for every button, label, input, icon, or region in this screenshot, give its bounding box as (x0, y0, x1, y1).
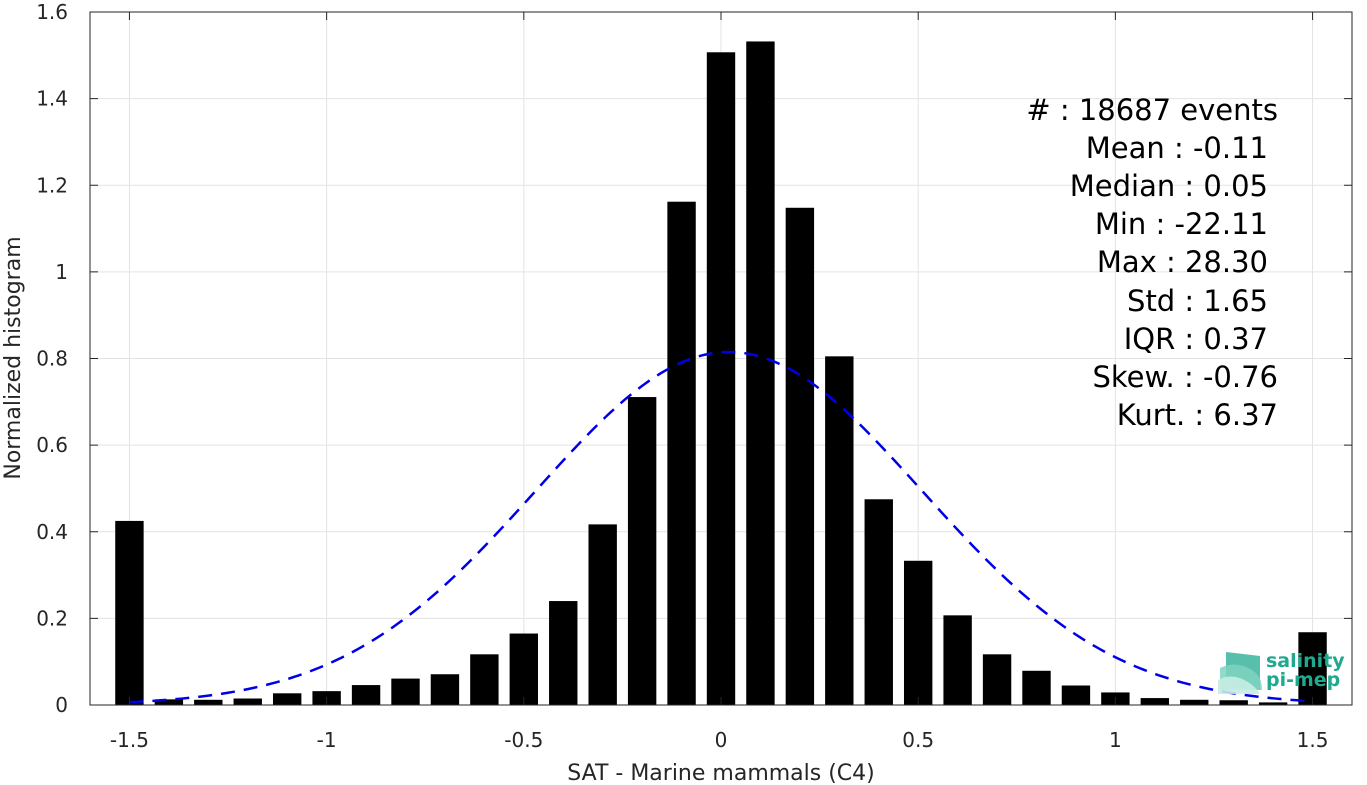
histogram-bar (864, 499, 893, 705)
x-axis-label: SAT - Marine mammals (C4) (567, 761, 875, 785)
x-tick-label: 0 (715, 728, 728, 752)
stat-iqr: IQR : 0.37 (1124, 322, 1268, 356)
stat-skew: Skew. : -0.76 (1092, 360, 1278, 394)
x-tick-label: 1.5 (1297, 728, 1329, 752)
y-tick-label: 1 (55, 260, 68, 284)
histogram-bar (1219, 700, 1248, 705)
y-tick-label: 1.6 (36, 0, 68, 24)
stat-median: Median : 0.05 (1070, 169, 1268, 203)
histogram-bar (272, 693, 302, 705)
histogram-bar (903, 560, 933, 705)
histogram-bar (509, 633, 539, 705)
logo-text-pimep: pi-mep (1266, 669, 1340, 691)
wave-logo-icon (1218, 652, 1262, 694)
histogram-bar (785, 207, 815, 705)
y-tick-labels: 0 0.2 0.4 0.6 0.8 1 1.2 1.4 1.6 (36, 0, 68, 717)
histogram-bar (943, 615, 972, 705)
stat-std: Std : 1.65 (1127, 284, 1268, 318)
logo-text-salinity: salinity (1266, 650, 1345, 672)
histogram-bar (667, 201, 696, 706)
histogram-bar (746, 41, 775, 705)
x-tick-label: -1 (317, 728, 337, 752)
histogram-bar (470, 654, 499, 705)
histogram-bar (1180, 699, 1209, 705)
y-tick-label: 0.2 (36, 606, 68, 630)
y-tick-label: 0.6 (36, 433, 68, 457)
normal-fit-curve (129, 350, 1313, 704)
stat-events: # : 18687 events (1026, 93, 1278, 127)
stats-box: # : 18687 events Mean : -0.11 Median : 0… (1026, 93, 1278, 432)
histogram-bar (430, 674, 460, 705)
histogram-bar (1022, 670, 1051, 705)
histogram-bar (154, 699, 184, 705)
x-tick-labels: -1.5 -1 -0.5 0 0.5 1 1.5 (110, 728, 1329, 752)
x-tick-label: -1.5 (110, 728, 149, 752)
histogram-bar (627, 397, 657, 705)
stat-kurt: Kurt. : 6.37 (1117, 398, 1278, 432)
salinity-pimep-logo: salinity pi-mep (1218, 650, 1345, 694)
bars (115, 41, 1327, 706)
y-tick-label: 0.8 (36, 347, 68, 371)
histogram-bar (1140, 698, 1170, 705)
histogram-bar (1061, 685, 1091, 705)
histogram-bar (233, 698, 262, 705)
stat-min: Min : -22.11 (1095, 207, 1268, 241)
stat-mean: Mean : -0.11 (1086, 131, 1268, 165)
x-tick-label: -0.5 (504, 728, 543, 752)
histogram-bar (588, 524, 617, 705)
histogram-bar (1258, 702, 1288, 705)
x-tick-label: 0.5 (902, 728, 934, 752)
y-tick-label: 0.4 (36, 520, 68, 544)
histogram-bar (982, 654, 1012, 705)
histogram-bar (194, 699, 223, 705)
y-tick-label: 1.2 (36, 173, 68, 197)
stat-max: Max : 28.30 (1097, 245, 1268, 279)
histogram-bar (115, 520, 144, 705)
histogram-bar (1298, 632, 1327, 705)
histogram-bar (391, 678, 420, 705)
y-axis-label: Normalized histogram (1, 236, 26, 479)
axis-ticks (90, 11, 1352, 706)
y-tick-label: 1.4 (36, 87, 68, 111)
histogram-bar (706, 52, 736, 705)
histogram-bar (825, 356, 854, 705)
x-tick-label: 1 (1109, 728, 1122, 752)
histogram-bar (549, 601, 578, 705)
histogram-bar (351, 685, 381, 705)
y-tick-label: 0 (55, 693, 68, 717)
